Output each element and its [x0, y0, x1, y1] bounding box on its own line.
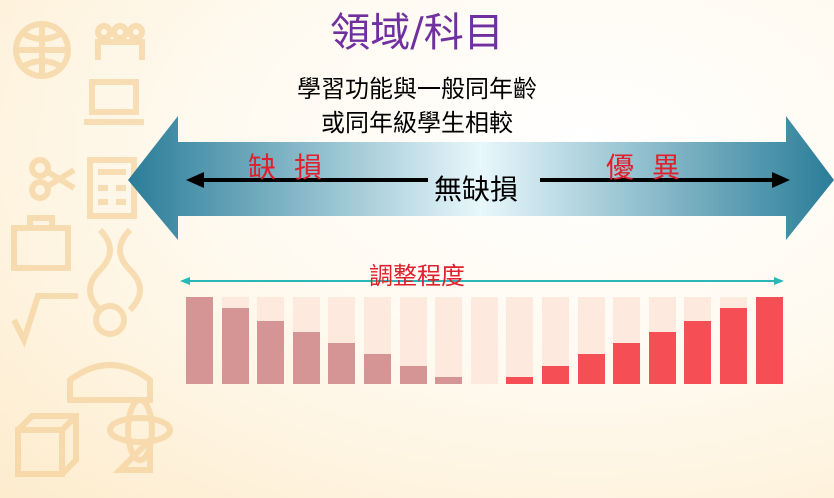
- bar-fill: [435, 377, 463, 384]
- bar-slot: [470, 297, 498, 384]
- bar-slot: [613, 297, 641, 384]
- page-title: 領域/科目: [330, 10, 504, 56]
- bar-slot: [506, 297, 534, 384]
- ruler-triangle-icon: [112, 432, 153, 473]
- bar-fill: [257, 320, 285, 384]
- bar-slot: [292, 297, 320, 384]
- atom-icon: [107, 397, 173, 463]
- bar-fill: [292, 331, 320, 384]
- bar-fill: [221, 308, 249, 384]
- label-deficit: 缺損: [248, 151, 341, 184]
- bar-fill: [755, 297, 783, 384]
- label-superior: 優異: [606, 151, 699, 184]
- bar-fill: [506, 377, 534, 384]
- bar-slot: [755, 297, 783, 384]
- adjust-degree-label: 調整程度: [369, 262, 465, 290]
- bar-fill: [364, 354, 391, 384]
- bar-fill: [328, 343, 356, 384]
- laptop-icon: [84, 79, 144, 125]
- dna-icon: [87, 227, 143, 313]
- bar-fill: [577, 354, 605, 384]
- bar-fill: [399, 365, 427, 384]
- bar-fill: [542, 365, 569, 384]
- big-double-arrow: [128, 116, 834, 240]
- bar-fill: [648, 331, 676, 384]
- bar-slot: [399, 297, 427, 384]
- decorative-icon-panel: [11, 21, 173, 477]
- reading-person-icon: [67, 303, 153, 403]
- globe-icon: [13, 21, 71, 79]
- briefcase-icon: [11, 215, 71, 271]
- adjust-range-line: [180, 277, 784, 285]
- bar-slot: [435, 297, 463, 384]
- label-no-deficit: 無缺損: [434, 173, 519, 206]
- bar-fill: [720, 308, 747, 384]
- cube-icon: [15, 413, 79, 477]
- bar-slot: [221, 297, 249, 384]
- bar-fill: [186, 297, 213, 384]
- bar-fill: [684, 320, 712, 384]
- subtitle: 學習功能與一般同年齡 或同年級學生相較: [0, 72, 834, 140]
- bar-slot: [328, 297, 356, 384]
- people-icon: [95, 23, 145, 60]
- scissors-icon: [29, 157, 76, 201]
- bar-slot: [542, 297, 569, 384]
- subtitle-line-1: 學習功能與一般同年齡: [297, 75, 537, 103]
- black-range-arrow: [186, 172, 790, 188]
- bar-slot: [186, 297, 213, 384]
- bar-slot: [684, 297, 712, 384]
- bar-slot: [720, 297, 747, 384]
- bar-slot: [577, 297, 605, 384]
- bar-slot: [648, 297, 676, 384]
- bar-slot: [364, 297, 391, 384]
- sqrt-123-icon: [11, 293, 78, 348]
- bar-fill: [613, 343, 641, 384]
- calculator-icon: [87, 157, 137, 219]
- bar-slot: [257, 297, 285, 384]
- subtitle-line-2: 或同年級學生相較: [321, 109, 513, 137]
